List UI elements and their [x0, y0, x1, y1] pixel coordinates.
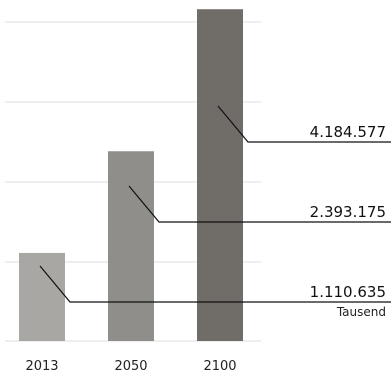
leader-line-2100: [217, 105, 391, 143]
x-tick-2100: 2100: [203, 359, 236, 374]
value-label-2100: 4.184.577: [310, 123, 386, 141]
value-label-2013: 1.110.635: [310, 283, 386, 301]
bar-2013: [19, 252, 65, 341]
leader-lines: [39, 105, 391, 303]
bar-2050: [108, 151, 154, 341]
x-tick-2050: 2050: [114, 359, 147, 374]
leader-line-2013: [39, 265, 391, 303]
bar-2100: [197, 9, 243, 342]
x-tick-2013: 2013: [25, 359, 58, 374]
value-label-2050: 2.393.175: [310, 203, 386, 221]
leader-line-2050: [128, 185, 391, 223]
x-axis-ticks: 2013 2050 2100: [25, 359, 236, 374]
bars: [19, 9, 243, 342]
unit-label: Tausend: [336, 305, 386, 319]
value-labels: 1.110.635 2.393.175 4.184.577: [310, 123, 386, 301]
